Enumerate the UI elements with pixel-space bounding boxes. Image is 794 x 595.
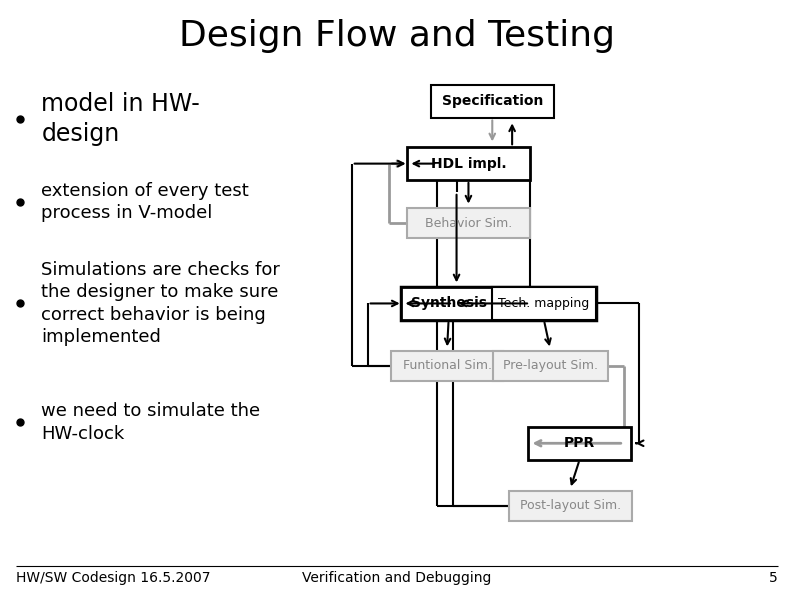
Text: extension of every test
process in V-model: extension of every test process in V-mod…	[41, 182, 249, 223]
Text: HW/SW Codesign 16.5.2007: HW/SW Codesign 16.5.2007	[16, 571, 210, 585]
FancyBboxPatch shape	[391, 351, 503, 381]
Text: Simulations are checks for
the designer to make sure
correct behavior is being
i: Simulations are checks for the designer …	[41, 261, 280, 346]
Text: Behavior Sim.: Behavior Sim.	[425, 217, 512, 230]
Text: HDL impl.: HDL impl.	[430, 156, 507, 171]
Text: model in HW-
design: model in HW- design	[41, 92, 200, 146]
FancyBboxPatch shape	[407, 147, 530, 180]
Text: 5: 5	[769, 571, 778, 585]
Text: Funtional Sim.: Funtional Sim.	[403, 359, 491, 372]
Text: PPR: PPR	[564, 436, 596, 450]
FancyBboxPatch shape	[401, 287, 496, 320]
Text: we need to simulate the
HW-clock: we need to simulate the HW-clock	[41, 402, 260, 443]
FancyBboxPatch shape	[492, 287, 596, 320]
Text: Specification: Specification	[441, 94, 543, 108]
Text: Post-layout Sim.: Post-layout Sim.	[519, 499, 621, 512]
FancyBboxPatch shape	[407, 208, 530, 238]
FancyBboxPatch shape	[492, 351, 608, 381]
Text: Verification and Debugging: Verification and Debugging	[303, 571, 491, 585]
Text: Tech. mapping: Tech. mapping	[499, 297, 589, 310]
Text: Design Flow and Testing: Design Flow and Testing	[179, 18, 615, 53]
FancyBboxPatch shape	[528, 427, 631, 459]
FancyBboxPatch shape	[430, 84, 554, 117]
Text: Synthesis: Synthesis	[410, 296, 487, 311]
Text: Pre-layout Sim.: Pre-layout Sim.	[503, 359, 598, 372]
FancyBboxPatch shape	[508, 491, 631, 521]
